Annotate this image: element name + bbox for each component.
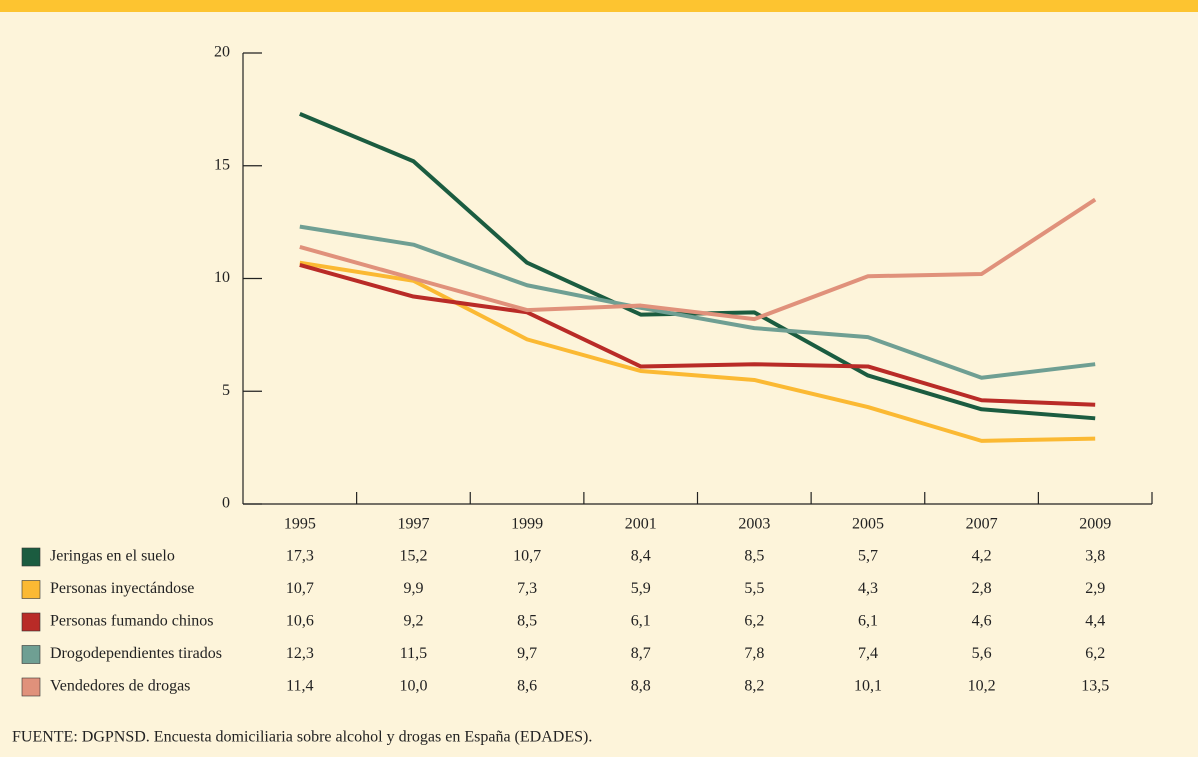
table-value: 6,2 — [744, 613, 764, 630]
x-tick-label: 2001 — [625, 516, 657, 533]
series-line — [299, 197, 1097, 322]
table-value: 10,6 — [286, 613, 314, 630]
table-value: 11,5 — [400, 645, 427, 662]
table-value: 7,8 — [744, 645, 764, 662]
table-value: 9,2 — [403, 613, 423, 630]
table-value: 5,7 — [858, 548, 878, 565]
table-value: 10,0 — [399, 678, 427, 695]
legend-label: Personas fumando chinos — [50, 613, 214, 630]
y-tick-label: 5 — [222, 382, 230, 399]
table-value: 2,9 — [1085, 580, 1105, 597]
table-value: 4,4 — [1085, 613, 1105, 630]
table-value: 5,5 — [744, 580, 764, 597]
y-tick-label: 0 — [222, 495, 230, 512]
x-tick-label: 1997 — [397, 516, 429, 533]
x-tick-label: 2005 — [852, 516, 884, 533]
table-value: 8,5 — [517, 613, 537, 630]
x-tick-label: 2007 — [966, 516, 998, 533]
legend-label: Drogodependientes tirados — [50, 645, 222, 662]
y-tick-label: 10 — [214, 269, 230, 286]
table-value: 8,5 — [744, 548, 764, 565]
top-stripe — [0, 0, 1198, 12]
table-value: 9,9 — [403, 580, 423, 597]
x-tick-label: 1999 — [511, 516, 543, 533]
legend-swatch — [21, 547, 41, 567]
table-value: 10,7 — [286, 580, 314, 597]
x-tick-label: 1995 — [284, 516, 316, 533]
table-value: 11,4 — [286, 678, 313, 695]
table-value: 4,3 — [858, 580, 878, 597]
table-value: 9,7 — [517, 645, 537, 662]
table-value: 8,6 — [517, 678, 537, 695]
x-tick-label: 2003 — [738, 516, 770, 533]
series-line — [299, 263, 1096, 407]
table-value: 10,2 — [968, 678, 996, 695]
table-value: 6,1 — [631, 613, 651, 630]
table-value: 8,7 — [631, 645, 651, 662]
series-line — [299, 224, 1096, 380]
table-value: 10,1 — [854, 678, 882, 695]
table-value: 4,2 — [972, 548, 992, 565]
legend-label: Vendedores de drogas — [50, 678, 190, 695]
table-value: 4,6 — [972, 613, 992, 630]
table-value: 17,3 — [286, 548, 314, 565]
table-value: 3,8 — [1085, 548, 1105, 565]
table-value: 6,2 — [1085, 645, 1105, 662]
y-tick-label: 15 — [214, 156, 230, 173]
table-value: 12,3 — [286, 645, 314, 662]
table-value: 2,8 — [972, 580, 992, 597]
legend-swatch — [21, 645, 41, 664]
table-value: 8,8 — [631, 678, 651, 695]
table-value: 8,4 — [631, 548, 651, 565]
table-value: 8,2 — [744, 678, 764, 695]
table-value: 10,7 — [513, 548, 541, 565]
table-value: 13,5 — [1081, 678, 1109, 695]
y-tick-label: 20 — [214, 44, 230, 61]
table-value: 5,6 — [972, 645, 992, 662]
table-value: 7,4 — [858, 645, 878, 662]
legend-label: Personas inyectándose — [50, 580, 194, 597]
table-value: 6,1 — [858, 613, 878, 630]
series-line — [299, 260, 1096, 443]
x-tick-label: 2009 — [1079, 516, 1111, 533]
legend-swatch — [21, 612, 41, 632]
source-note: FUENTE: DGPNSD. Encuesta domiciliaria so… — [12, 729, 592, 746]
legend-swatch — [21, 580, 41, 599]
legend-swatch — [21, 677, 41, 697]
table-value: 5,9 — [631, 580, 651, 597]
table-value: 15,2 — [399, 548, 427, 565]
legend-label: Jeringas en el suelo — [50, 548, 175, 565]
table-value: 7,3 — [517, 580, 537, 597]
